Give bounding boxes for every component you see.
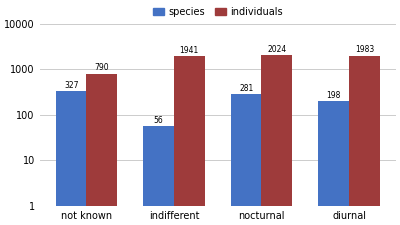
Bar (349, 56, 380, 225)
Text: 281: 281 (239, 84, 253, 93)
Text: 198: 198 (326, 91, 341, 100)
Bar (174, 56, 205, 225)
Text: 2024: 2024 (267, 45, 286, 54)
Legend: species, individuals: species, individuals (149, 3, 287, 21)
Text: 56: 56 (154, 116, 164, 125)
Bar (318, 101, 349, 225)
Text: 327: 327 (64, 81, 78, 90)
Bar (262, 55, 292, 225)
Text: 790: 790 (94, 63, 109, 72)
Bar (56, 91, 86, 225)
Text: 1983: 1983 (355, 45, 374, 54)
Text: 1941: 1941 (180, 45, 199, 54)
Bar (231, 94, 262, 225)
Bar (86, 74, 117, 225)
Bar (143, 126, 174, 225)
